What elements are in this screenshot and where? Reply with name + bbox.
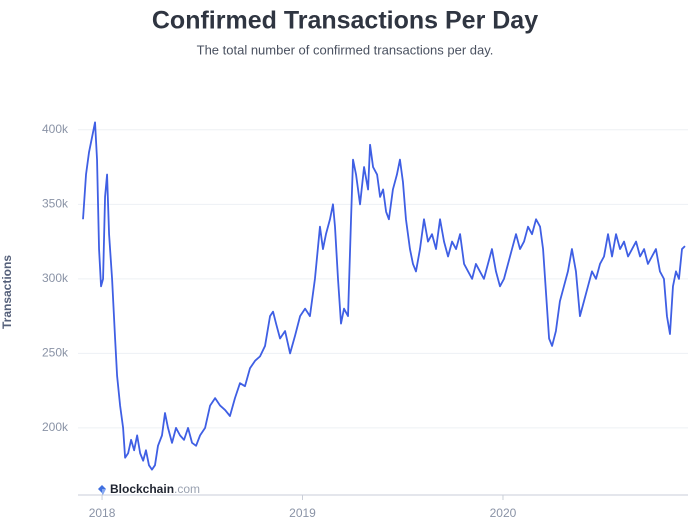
watermark: Blockchain.com (98, 482, 200, 497)
chart-subtitle: The total number of confirmed transactio… (197, 42, 494, 57)
watermark-icon-facet (102, 489, 106, 497)
x-tick-label: 2019 (289, 506, 316, 520)
watermark-brand-text: Blockchain (110, 482, 174, 496)
y-tick-label: 350k (42, 197, 69, 211)
y-tick-label: 250k (42, 346, 69, 360)
y-tick-label: 400k (42, 122, 69, 136)
y-axis-title: Transactions (0, 255, 14, 329)
y-tick-label: 300k (42, 271, 69, 285)
chart-title: Confirmed Transactions Per Day (152, 7, 538, 35)
watermark-brand: Blockchain.com (110, 482, 200, 496)
data-line (82, 121, 686, 471)
x-tick-label: 2020 (490, 506, 517, 520)
x-tick-label: 2018 (89, 506, 116, 520)
y-tick-label: 200k (42, 420, 69, 434)
watermark-suffix: .com (174, 482, 200, 496)
